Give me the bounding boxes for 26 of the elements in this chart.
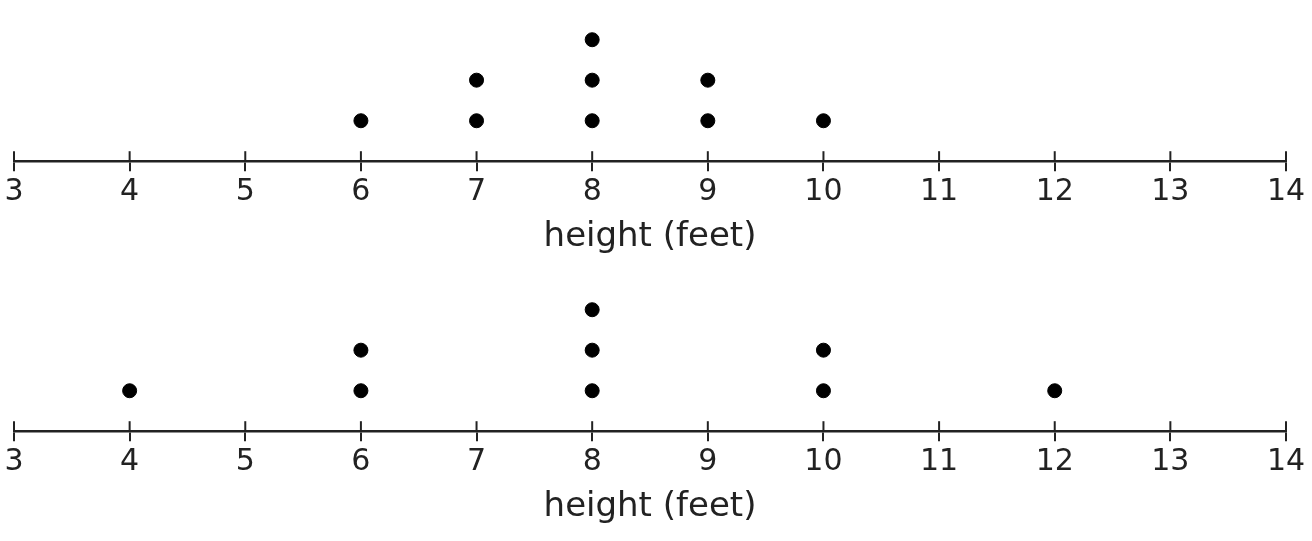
x-tick-label: 12 [1035, 172, 1074, 207]
x-tick-label: 11 [920, 172, 959, 207]
x-tick-label: 3 [4, 442, 24, 477]
x-tick-label: 3 [4, 172, 24, 207]
x-tick-label: 10 [804, 442, 843, 477]
x-axis-title: height (feet) [543, 484, 757, 525]
x-tick-label: 5 [235, 172, 255, 207]
x-tick-label: 14 [1266, 442, 1306, 477]
x-tick-label: 6 [351, 442, 371, 477]
x-tick-label: 14 [1266, 172, 1306, 207]
x-tick-label: 11 [920, 442, 959, 477]
x-tick-label: 8 [582, 172, 602, 207]
x-tick-label: 13 [1151, 442, 1190, 477]
x-tick-label: 13 [1151, 172, 1190, 207]
x-tick-label: 5 [235, 442, 255, 477]
x-tick-label: 12 [1035, 442, 1074, 477]
x-tick-label: 4 [120, 172, 140, 207]
x-tick-label: 9 [698, 442, 718, 477]
x-tick-label: 4 [120, 442, 140, 477]
x-tick-label: 7 [467, 172, 487, 207]
x-tick-label: 8 [582, 442, 602, 477]
x-tick-label: 7 [467, 442, 487, 477]
x-tick-label: 9 [698, 172, 718, 207]
x-axis-title: height (feet) [543, 214, 757, 255]
x-tick-label: 10 [804, 172, 843, 207]
x-tick-label: 6 [351, 172, 371, 207]
